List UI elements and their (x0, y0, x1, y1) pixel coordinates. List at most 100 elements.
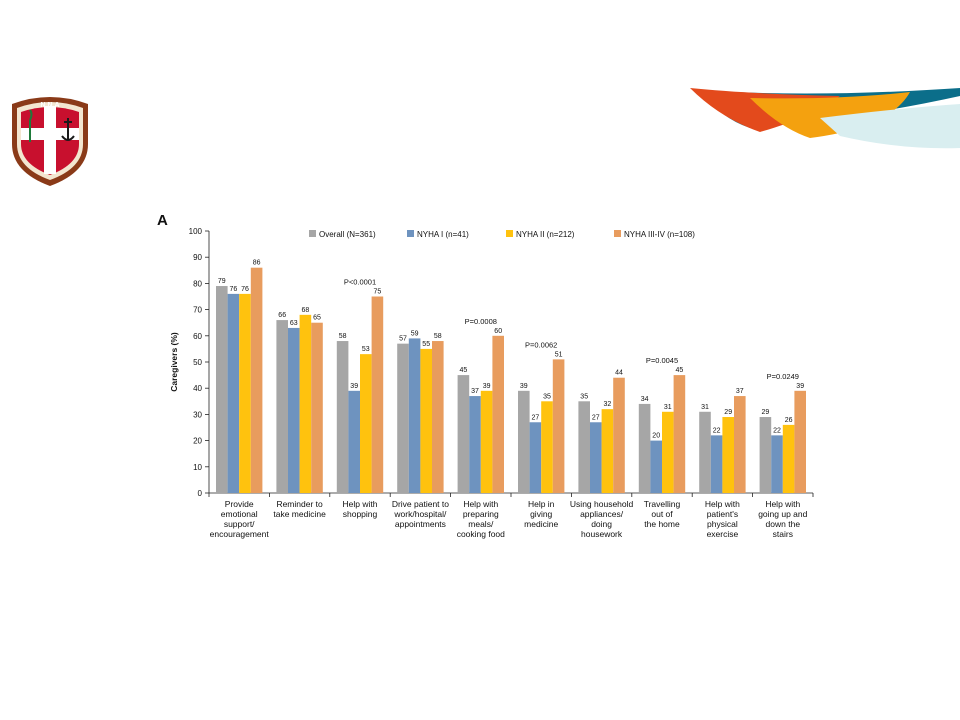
data-label: 79 (218, 278, 226, 285)
bar (371, 296, 384, 493)
data-label: 75 (374, 289, 382, 296)
data-label: 31 (701, 404, 709, 411)
data-label: 39 (520, 383, 528, 390)
y-tick-label: 50 (193, 358, 202, 367)
data-label: 37 (471, 388, 479, 395)
bar (662, 411, 674, 493)
category-label: work/hospital/ (393, 509, 447, 519)
bar (492, 335, 504, 493)
bar (480, 390, 493, 493)
data-label: 39 (350, 383, 358, 390)
legend-swatch (309, 230, 316, 237)
bar (336, 341, 349, 493)
bar (432, 341, 444, 493)
category-label: Help with (463, 499, 498, 509)
bar (722, 417, 734, 493)
bar (590, 422, 602, 493)
bar (710, 435, 723, 493)
data-label: 39 (483, 383, 491, 390)
bar (771, 435, 783, 493)
p-value-label: P=0.0008 (465, 317, 497, 326)
bar (397, 343, 409, 493)
legend-entry: NYHA III-IV (n=108) (624, 230, 695, 239)
data-label: 86 (253, 260, 261, 267)
data-label: 58 (339, 333, 347, 340)
bar (457, 375, 470, 493)
bar (638, 403, 651, 493)
bar (794, 390, 806, 493)
category-label: shopping (343, 509, 378, 519)
data-label: 29 (762, 409, 770, 416)
category-label: exercise (707, 529, 739, 539)
legend-entry: NYHA II (n=212) (516, 230, 575, 239)
logo-text: N.N.A (40, 102, 59, 109)
y-axis-label: Caregivers (%) (169, 332, 179, 392)
bar (601, 409, 614, 493)
panel-label: A (157, 212, 168, 229)
category-label: Help with (705, 499, 740, 509)
category-label: Reminder to (276, 499, 323, 509)
data-label: 59 (411, 330, 419, 337)
data-label: 53 (362, 346, 370, 353)
category-label: Drive patient to (392, 499, 449, 509)
data-label: 29 (724, 409, 732, 416)
nna-crest-icon: N.N.A (12, 97, 88, 186)
p-value-label: P=0.0045 (646, 356, 678, 365)
y-tick-label: 80 (193, 279, 202, 288)
bar (360, 354, 372, 493)
data-label: 55 (422, 341, 430, 348)
y-tick-label: 0 (198, 489, 203, 498)
p-value-label: P<0.0001 (344, 278, 376, 287)
category-label: Help with (343, 499, 378, 509)
category-label: take medicine (273, 509, 326, 519)
category-label: appliances/ (580, 509, 624, 519)
data-label: 45 (676, 367, 684, 374)
category-label: the home (644, 519, 680, 529)
bar (541, 401, 553, 493)
legend-swatch (407, 230, 414, 237)
category-label: out of (651, 509, 673, 519)
y-tick-label: 40 (193, 384, 202, 393)
data-label: 35 (543, 393, 551, 400)
data-label: 63 (290, 320, 298, 327)
bar (288, 327, 300, 493)
data-label: 76 (230, 286, 238, 293)
bar (613, 377, 625, 493)
data-label: 60 (494, 328, 502, 335)
y-tick-label: 20 (193, 437, 202, 446)
bar (650, 440, 662, 493)
data-label: 45 (460, 367, 468, 374)
bar (420, 348, 432, 493)
data-label: 22 (713, 427, 721, 434)
bar (552, 359, 565, 493)
category-label: encouragement (210, 529, 270, 539)
y-tick-label: 100 (189, 227, 203, 236)
category-label: medicine (524, 519, 558, 529)
bar (276, 320, 288, 493)
data-label: 20 (652, 433, 660, 440)
bar (782, 424, 795, 493)
category-label: preparing (463, 509, 499, 519)
bar (408, 338, 421, 493)
category-label: housework (581, 529, 623, 539)
bar (529, 422, 542, 493)
data-label: 31 (664, 404, 672, 411)
bar (699, 411, 711, 493)
bar (673, 375, 686, 493)
bar (348, 390, 360, 493)
legend-swatch (506, 230, 513, 237)
data-label: 27 (532, 414, 540, 421)
category-label: giving (530, 509, 552, 519)
category-label: doing (591, 519, 612, 529)
data-label: 57 (399, 336, 407, 343)
bar (518, 390, 530, 493)
data-label: 34 (641, 396, 649, 403)
category-label: Using household (570, 499, 634, 509)
y-tick-label: 10 (193, 463, 202, 472)
bar (239, 293, 251, 493)
data-label: 32 (604, 401, 612, 408)
y-tick-label: 90 (193, 253, 202, 262)
category-label: going up and (758, 509, 807, 519)
data-label: 26 (785, 417, 793, 424)
